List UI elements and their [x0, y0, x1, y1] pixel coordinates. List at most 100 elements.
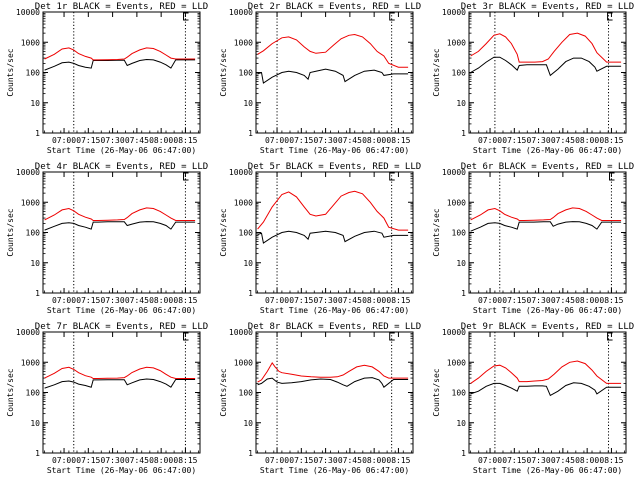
- chart-title: Det 7r BLACK = Events, RED = LLD: [35, 322, 208, 332]
- chart-svg: Det 3r BLACK = Events, RED = LLD 1 10 100 10…: [432, 2, 634, 155]
- y-tick-label: 100: [239, 69, 254, 78]
- y-tick-label: 10000: [16, 8, 40, 17]
- x-tick-label: 07:45: [125, 296, 149, 305]
- y-tick-label: 1: [461, 289, 466, 298]
- x-axis-label: Start Time (26-May-06 06:47:00): [473, 146, 622, 155]
- y-tick-label: 10000: [16, 328, 40, 337]
- y-tick-label: 1000: [447, 38, 466, 47]
- lld-series-line: [44, 366, 196, 379]
- x-tick-label: 08:15: [599, 296, 623, 305]
- y-tick-label: 10: [456, 419, 466, 428]
- lld-series-line: [44, 207, 196, 221]
- chart-title: Det 4r BLACK = Events, RED = LLD: [35, 162, 208, 172]
- x-tick-label: 07:00: [478, 136, 502, 145]
- x-tick-label: 07:30: [101, 296, 125, 305]
- y-tick-label: 1000: [447, 358, 466, 367]
- y-tick-label: 10: [243, 419, 253, 428]
- x-tick-label: 07:30: [101, 456, 125, 465]
- x-tick-label: 08:15: [599, 456, 623, 465]
- plot-frame: [255, 331, 414, 454]
- chart-title: Det 2r BLACK = Events, RED = LLD: [248, 2, 421, 12]
- lld-series-line: [257, 33, 409, 68]
- x-tick-label: 07:00: [265, 296, 289, 305]
- x-tick-label: 07:30: [527, 456, 551, 465]
- x-tick-label: 07:15: [289, 296, 313, 305]
- x-tick-label: 08:00: [575, 296, 599, 305]
- y-axis-label: Counts/sec: [432, 368, 441, 416]
- y-tick-label: 10000: [442, 168, 466, 177]
- x-tick-label: 08:00: [575, 456, 599, 465]
- x-tick-label: 07:15: [502, 296, 526, 305]
- y-tick-label: 1: [461, 129, 466, 138]
- y-axis-label: Counts/sec: [219, 48, 228, 96]
- y-tick-label: 100: [26, 389, 41, 398]
- y-tick-label: 10: [456, 99, 466, 108]
- chart-svg: Det 5r BLACK = Events, RED = LLD 1 10 100 10…: [219, 162, 421, 315]
- x-tick-label: 07:00: [478, 296, 502, 305]
- events-series-line: [470, 382, 622, 397]
- plot-frame: [255, 11, 414, 134]
- plot-frame: [468, 11, 627, 134]
- events-series-line: [257, 230, 409, 244]
- x-tick-label: 07:45: [551, 456, 575, 465]
- y-tick-label: 1: [248, 129, 253, 138]
- y-tick-label: 100: [239, 389, 254, 398]
- x-axis-label: Start Time (26-May-06 06:47:00): [47, 146, 196, 155]
- y-tick-label: 1: [461, 449, 466, 458]
- y-tick-label: 1000: [234, 38, 253, 47]
- lld-series-line: [470, 207, 622, 221]
- x-tick-label: 08:15: [386, 456, 410, 465]
- y-axis-label: Counts/sec: [432, 208, 441, 256]
- y-tick-label: 10000: [229, 328, 253, 337]
- x-tick-label: 08:15: [173, 456, 197, 465]
- y-tick-label: 100: [26, 229, 41, 238]
- detector-panel: Det 2r BLACK = Events, RED = LLD 1 10 100 10…: [213, 0, 426, 160]
- x-tick-label: 07:30: [314, 136, 338, 145]
- x-tick-label: 07:00: [265, 456, 289, 465]
- y-tick-label: 10000: [229, 8, 253, 17]
- y-tick-label: 10000: [16, 168, 40, 177]
- x-tick-label: 07:00: [265, 136, 289, 145]
- y-tick-label: 10: [243, 259, 253, 268]
- events-series-line: [44, 221, 196, 231]
- y-tick-label: 10000: [229, 168, 253, 177]
- marker-bracket: [607, 332, 613, 341]
- x-tick-label: 07:45: [125, 456, 149, 465]
- lld-series-line: [470, 360, 622, 384]
- y-tick-label: 1000: [447, 198, 466, 207]
- y-tick-label: 1000: [21, 198, 40, 207]
- x-tick-label: 07:00: [52, 296, 76, 305]
- events-series-line: [470, 221, 622, 232]
- lld-series-line: [257, 361, 409, 383]
- chart-svg: Det 2r BLACK = Events, RED = LLD 1 10 100 10…: [219, 2, 421, 155]
- x-tick-label: 07:00: [52, 456, 76, 465]
- x-tick-label: 07:15: [76, 136, 100, 145]
- x-tick-label: 07:45: [551, 296, 575, 305]
- y-tick-label: 1: [35, 129, 40, 138]
- detector-panel: Det 7r BLACK = Events, RED = LLD 1 10 100 10…: [0, 320, 213, 480]
- chart-title: Det 5r BLACK = Events, RED = LLD: [248, 162, 421, 172]
- chart-svg: Det 1r BLACK = Events, RED = LLD 1 10 100 10…: [6, 2, 208, 155]
- lld-series-line: [470, 32, 622, 63]
- y-tick-label: 10: [456, 259, 466, 268]
- x-tick-label: 07:45: [338, 136, 362, 145]
- marker-bracket: [389, 332, 395, 341]
- x-tick-label: 08:15: [173, 136, 197, 145]
- plot-frame: [468, 171, 627, 294]
- x-tick-label: 07:30: [527, 296, 551, 305]
- x-axis-label: Start Time (26-May-06 06:47:00): [473, 306, 622, 315]
- x-tick-label: 08:00: [575, 136, 599, 145]
- events-series-line: [44, 58, 196, 71]
- detector-panel: Det 1r BLACK = Events, RED = LLD 1 10 100 10…: [0, 0, 213, 160]
- x-axis-label: Start Time (26-May-06 06:47:00): [260, 306, 409, 315]
- x-tick-label: 07:15: [502, 136, 526, 145]
- x-tick-label: 08:15: [599, 136, 623, 145]
- chart-svg: Det 6r BLACK = Events, RED = LLD 1 10 100 10…: [432, 162, 634, 315]
- chart-title: Det 3r BLACK = Events, RED = LLD: [461, 2, 634, 12]
- x-tick-label: 08:00: [149, 296, 173, 305]
- x-tick-label: 07:30: [314, 296, 338, 305]
- x-tick-label: 08:00: [362, 456, 386, 465]
- detector-panel: Det 5r BLACK = Events, RED = LLD 1 10 100 10…: [213, 160, 426, 320]
- plot-frame: [42, 11, 201, 134]
